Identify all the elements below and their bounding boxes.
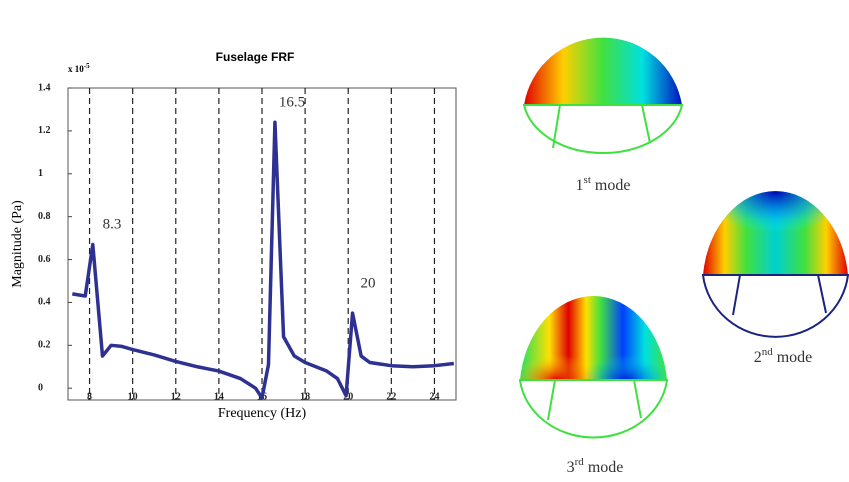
- mode-cap: [524, 37, 682, 105]
- y-axis-label: Magnitude (Pa): [10, 200, 25, 288]
- y-tick-label: 1: [38, 168, 43, 179]
- mode-strut: [547, 379, 642, 421]
- x-tick-label: 12: [171, 391, 181, 402]
- mode-strut: [732, 274, 827, 316]
- x-tick-label: 10: [128, 391, 138, 402]
- y-tick-label: 0.8: [38, 211, 51, 222]
- annotation: 8.3: [103, 216, 122, 232]
- x-tick-label: 18: [300, 391, 310, 402]
- annotation: 16.5: [279, 94, 305, 110]
- mode-cap-overlay: [520, 296, 667, 380]
- y-tick-label: 0.6: [38, 254, 51, 265]
- mode-cap-overlay: [703, 191, 848, 275]
- mode-shape-3: [518, 296, 669, 439]
- mode-shape-1: [522, 37, 684, 154]
- x-tick-label: 24: [429, 391, 439, 402]
- x-tick-label: 20: [343, 391, 353, 402]
- line-series: [72, 120, 455, 400]
- mode-label: 2nd mode: [754, 346, 813, 366]
- x-tick-label: 14: [214, 391, 224, 402]
- x-tick-label: 8: [87, 391, 92, 402]
- mode-label: 3rd mode: [567, 456, 624, 476]
- y-tick-label: 0.4: [38, 297, 51, 308]
- mode-outline: [518, 379, 669, 439]
- y-multiplier: x 10-5: [68, 62, 90, 74]
- annotation: 20: [361, 275, 376, 291]
- mode-outline: [701, 274, 849, 338]
- y-tick-label: 0.2: [38, 340, 51, 351]
- chart-title: Fuselage FRF: [216, 50, 295, 64]
- x-axis-label: Frequency (Hz): [218, 406, 307, 421]
- chart: Fuselage FRF x 10-5 Frequency (Hz) Magni…: [10, 50, 457, 421]
- y-tick-label: 1.2: [38, 125, 51, 136]
- y-tick-label: 1.4: [38, 82, 51, 93]
- y-tick-label: 0: [38, 383, 43, 394]
- mode-outline: [522, 104, 684, 154]
- mode-label: 1st mode: [576, 174, 631, 194]
- mode-strut: [552, 104, 651, 149]
- x-tick-label: 22: [386, 391, 396, 402]
- mode-shape-2: [701, 191, 849, 338]
